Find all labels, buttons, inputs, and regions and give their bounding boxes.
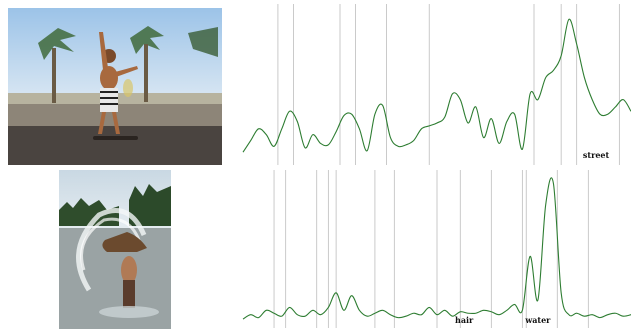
line-chart-1: street xyxy=(242,4,631,165)
series-line-1 xyxy=(242,177,631,320)
attention-plot-street: street xyxy=(235,0,631,168)
hair-flip-water-photo xyxy=(59,170,171,329)
annotation-label-1-1: water xyxy=(524,315,551,325)
skateboarder-photo xyxy=(8,8,222,165)
annotation-label-1-0: hair xyxy=(455,315,474,325)
attention-plot-hair-water: hair water xyxy=(235,170,631,330)
series-line-0 xyxy=(242,18,631,153)
annotation-label-0-0: street xyxy=(583,150,610,160)
line-chart-2: hair water xyxy=(242,170,631,328)
